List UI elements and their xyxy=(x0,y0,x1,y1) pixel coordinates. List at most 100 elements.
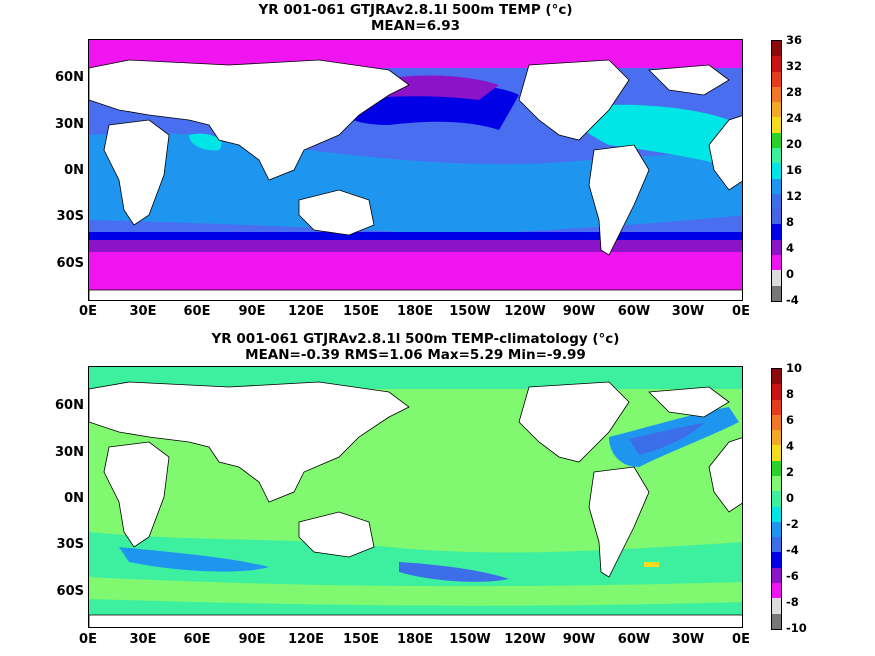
colorbar-label: 28 xyxy=(786,85,803,99)
panel2-ylabel-30s: 30S xyxy=(56,537,84,552)
panel1-xlabel: 0E xyxy=(79,304,97,319)
panel1-map xyxy=(88,39,743,301)
panel2-title-line1: YR 001-061 GTJRAv2.8.1l 500m TEMP-climat… xyxy=(211,331,620,347)
colorbar-segment xyxy=(772,41,781,57)
colorbar-segment xyxy=(772,239,781,255)
colorbar-label: 20 xyxy=(786,137,803,151)
colorbar-label: -6 xyxy=(786,569,799,583)
panel2-xlabel: 180E xyxy=(396,632,434,647)
colorbar-segment xyxy=(772,598,781,614)
colorbar-label: 36 xyxy=(786,33,803,47)
colorbar-segment xyxy=(772,163,781,179)
panel2-land xyxy=(89,381,742,627)
panel2-xlabel: 30E xyxy=(129,632,157,647)
panel2-xlabel: 150E xyxy=(342,632,380,647)
panel1-title-line1: YR 001-061 GTJRAv2.8.1l 500m TEMP (°c) xyxy=(258,2,573,18)
panel2-so-blue2 xyxy=(399,562,509,582)
panel1-xlabel: 150E xyxy=(342,304,380,319)
colorbar-segment xyxy=(772,102,781,118)
colorbar-segment xyxy=(772,117,781,133)
colorbar-segment xyxy=(772,567,781,583)
panel2-atlantic-anom-core xyxy=(629,423,704,455)
panel2-so-green xyxy=(89,577,742,606)
panel2-ylabel-30n: 30N xyxy=(55,445,84,460)
panel2-xlabel: 60E xyxy=(183,632,211,647)
colorbar-segment xyxy=(772,506,781,522)
colorbar-segment xyxy=(772,56,781,72)
panel2-xlabel: 0E xyxy=(732,632,750,647)
panel2-xlabel: 30W xyxy=(671,632,705,647)
panel1-ylabel-0n: 0N xyxy=(64,163,84,178)
panel1-xlabel: 180E xyxy=(396,304,434,319)
colorbar-segment xyxy=(772,285,781,301)
colorbar-label: 2 xyxy=(786,465,795,479)
panel1-xlabel: 90W xyxy=(562,304,596,319)
colorbar-segment xyxy=(772,147,781,164)
colorbar-segment xyxy=(772,254,781,271)
panel1-land xyxy=(89,59,742,300)
panel1-xlabel: 30W xyxy=(671,304,705,319)
panel2-xlabel: 120E xyxy=(287,632,325,647)
colorbar-label: 16 xyxy=(786,163,803,177)
colorbar-label: -8 xyxy=(786,595,799,609)
colorbar-segment xyxy=(772,491,781,507)
panel2-ylabel-60s: 60S xyxy=(56,584,84,599)
colorbar-segment xyxy=(772,537,781,553)
panel2-xlabel: 90E xyxy=(238,632,266,647)
panel1-xlabel: 60E xyxy=(183,304,211,319)
colorbar-segment xyxy=(772,430,781,446)
colorbar-segment xyxy=(772,178,781,194)
colorbar-label: -2 xyxy=(786,517,799,531)
panel2-ylabel-0n: 0N xyxy=(64,491,84,506)
colorbar-label: -4 xyxy=(786,543,799,557)
panel2-xlabel: 120W xyxy=(504,632,546,647)
panel2-xlabel: 60W xyxy=(617,632,651,647)
panel2-colorbar xyxy=(771,368,782,630)
colorbar-segment xyxy=(772,369,781,385)
panel2-map-svg xyxy=(89,367,742,627)
colorbar-label: 4 xyxy=(786,241,795,255)
colorbar-segment xyxy=(772,86,781,103)
colorbar-label: 0 xyxy=(786,491,795,505)
panel1-atlantic-warm xyxy=(569,104,742,170)
panel1-colorbar xyxy=(771,40,782,302)
colorbar-label: 8 xyxy=(786,215,795,229)
panel2-map xyxy=(88,366,743,628)
panel1-arabian-sea xyxy=(189,133,222,151)
panel2-xlabel: 90W xyxy=(562,632,596,647)
colorbar-segment xyxy=(772,209,781,225)
panel1-xlabel: 90E xyxy=(238,304,266,319)
colorbar-segment xyxy=(772,132,781,148)
panel2-title: YR 001-061 GTJRAv2.8.1l 500m TEMP-climat… xyxy=(88,331,743,363)
colorbar-label: -4 xyxy=(786,293,799,307)
panel1-ylabel-60s: 60S xyxy=(56,256,84,271)
colorbar-label: 24 xyxy=(786,111,803,125)
colorbar-label: 10 xyxy=(786,361,803,375)
colorbar-segment xyxy=(772,613,781,629)
panel1-xlabel: 120W xyxy=(504,304,546,319)
panel1-xlabel: 120E xyxy=(287,304,325,319)
panel2-so-blue1 xyxy=(119,547,269,572)
panel1-map-svg xyxy=(89,40,742,300)
colorbar-segment xyxy=(772,414,781,431)
panel2-ylabel-60n: 60N xyxy=(55,398,84,413)
panel1-so-blue xyxy=(89,232,742,242)
colorbar-segment xyxy=(772,270,781,286)
colorbar-segment xyxy=(772,552,781,568)
colorbar-segment xyxy=(772,445,781,461)
colorbar-segment xyxy=(772,582,781,599)
panel1-xlabel: 60W xyxy=(617,304,651,319)
panel1-so-purple xyxy=(89,240,742,252)
colorbar-label: -10 xyxy=(786,621,807,635)
colorbar-label: 12 xyxy=(786,189,803,203)
colorbar-label: 4 xyxy=(786,439,795,453)
colorbar-segment xyxy=(772,193,781,210)
panel1-xlabel: 0E xyxy=(732,304,750,319)
panel2-title-line2: MEAN=-0.39 RMS=1.06 Max=5.29 Min=-9.99 xyxy=(245,347,586,363)
panel1-xlabel: 150W xyxy=(449,304,491,319)
colorbar-segment xyxy=(772,460,781,476)
colorbar-segment xyxy=(772,521,781,538)
colorbar-label: 8 xyxy=(786,387,795,401)
colorbar-label: 0 xyxy=(786,267,795,281)
colorbar-segment xyxy=(772,71,781,87)
